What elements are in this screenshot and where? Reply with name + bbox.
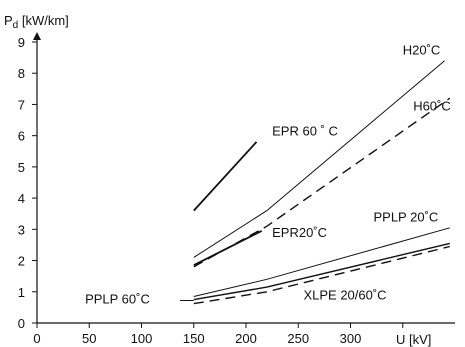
y-tick-label: 1: [18, 285, 25, 300]
y-tick-label: 2: [18, 254, 25, 269]
series-label: EPR20˚C: [272, 225, 327, 240]
x-tick-label: 100: [131, 331, 153, 346]
series-label: EPR 60 ˚ C: [272, 124, 338, 139]
x-tick-label: 0: [33, 331, 40, 346]
x-tick-label: 50: [82, 331, 96, 346]
y-axis-title-main: P: [4, 13, 13, 28]
series-label: H20˚C: [403, 42, 441, 57]
series-labels: EPR 60 ˚ C H20˚C H60˚C EPR20˚C PPLP 20˚C PPLP…: [85, 42, 451, 306]
series-line: [193, 60, 445, 258]
y-tick-label: 7: [18, 97, 25, 112]
y-axis-title-sub: d: [13, 20, 19, 31]
series-label: PPLP 60˚C: [85, 292, 150, 307]
y-tick-label: 8: [18, 66, 25, 81]
y-axis-arrow: [33, 32, 41, 40]
series-label: PPLP 20˚C: [373, 210, 438, 225]
axes: 0 1 2 3 4 5 6 7 8 9 0 50 100 150 200 250 300: [18, 32, 455, 346]
y-tick-label: 0: [18, 316, 25, 331]
x-tick-label: 150: [183, 331, 205, 346]
x-tick-label: 250: [287, 331, 309, 346]
series-line: [193, 242, 450, 301]
y-tick-label: 5: [18, 160, 25, 175]
series-label: XLPE 20/60˚C: [303, 288, 386, 303]
series-line: [193, 141, 258, 212]
series-label: H60˚C: [413, 99, 451, 114]
y-tick-label: 6: [18, 129, 25, 144]
series-line: [193, 230, 263, 267]
x-axis-title: U [kV]: [396, 332, 431, 347]
y-axis-title-unit: [kW/km]: [18, 13, 69, 28]
y-tick-label: 3: [18, 222, 25, 237]
y-axis-title: Pd [kW/km]: [4, 13, 69, 31]
series-lines: [180, 60, 451, 305]
series-line: [193, 245, 450, 305]
x-tick-label: 200: [235, 331, 257, 346]
y-tick-label: 4: [18, 191, 25, 206]
series-line: [193, 227, 450, 297]
y-tick-label: 9: [18, 35, 25, 50]
x-tick-label: 300: [340, 331, 362, 346]
series-line: [193, 97, 451, 268]
